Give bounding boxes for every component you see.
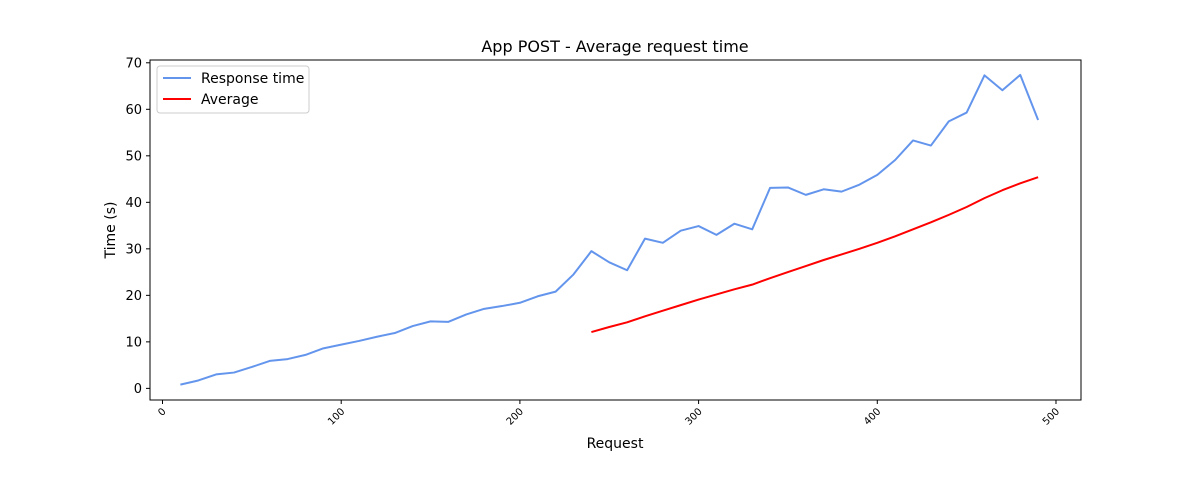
legend-box bbox=[156, 65, 310, 114]
y-tick-label: 30 bbox=[125, 242, 142, 257]
y-axis-label: Time (s) bbox=[103, 202, 119, 260]
legend: Response time Average bbox=[156, 65, 310, 114]
y-tick-label: 70 bbox=[125, 56, 142, 71]
y-axis: 0 10 20 30 40 50 60 70 bbox=[125, 56, 150, 397]
x-axis-label: Request bbox=[587, 436, 644, 452]
x-tick-label: 200 bbox=[505, 406, 526, 427]
x-tick-label: 0 bbox=[156, 406, 168, 418]
x-tick-label: 400 bbox=[862, 406, 883, 427]
axes-frame bbox=[149, 59, 1082, 401]
series-lines bbox=[180, 73, 1040, 386]
y-tick-label: 0 bbox=[134, 382, 142, 397]
chart-title: App POST - Average request time bbox=[481, 37, 748, 56]
y-tick-label: 40 bbox=[125, 196, 142, 211]
legend-label-response-time: Response time bbox=[201, 71, 304, 87]
x-tick-label: 300 bbox=[683, 406, 704, 427]
x-tick-label: 100 bbox=[326, 406, 347, 427]
legend-label-average: Average bbox=[201, 92, 259, 108]
y-tick-label: 20 bbox=[125, 289, 142, 304]
series-line-average bbox=[591, 176, 1039, 334]
y-tick-label: 10 bbox=[125, 335, 142, 350]
x-axis: 0 100 200 300 400 500 bbox=[156, 400, 1062, 428]
plot-area bbox=[149, 59, 1082, 401]
series-line-response-time bbox=[180, 73, 1040, 386]
y-tick-label: 50 bbox=[125, 149, 142, 164]
y-tick-label: 60 bbox=[125, 103, 142, 118]
x-tick-label: 500 bbox=[1041, 406, 1062, 427]
